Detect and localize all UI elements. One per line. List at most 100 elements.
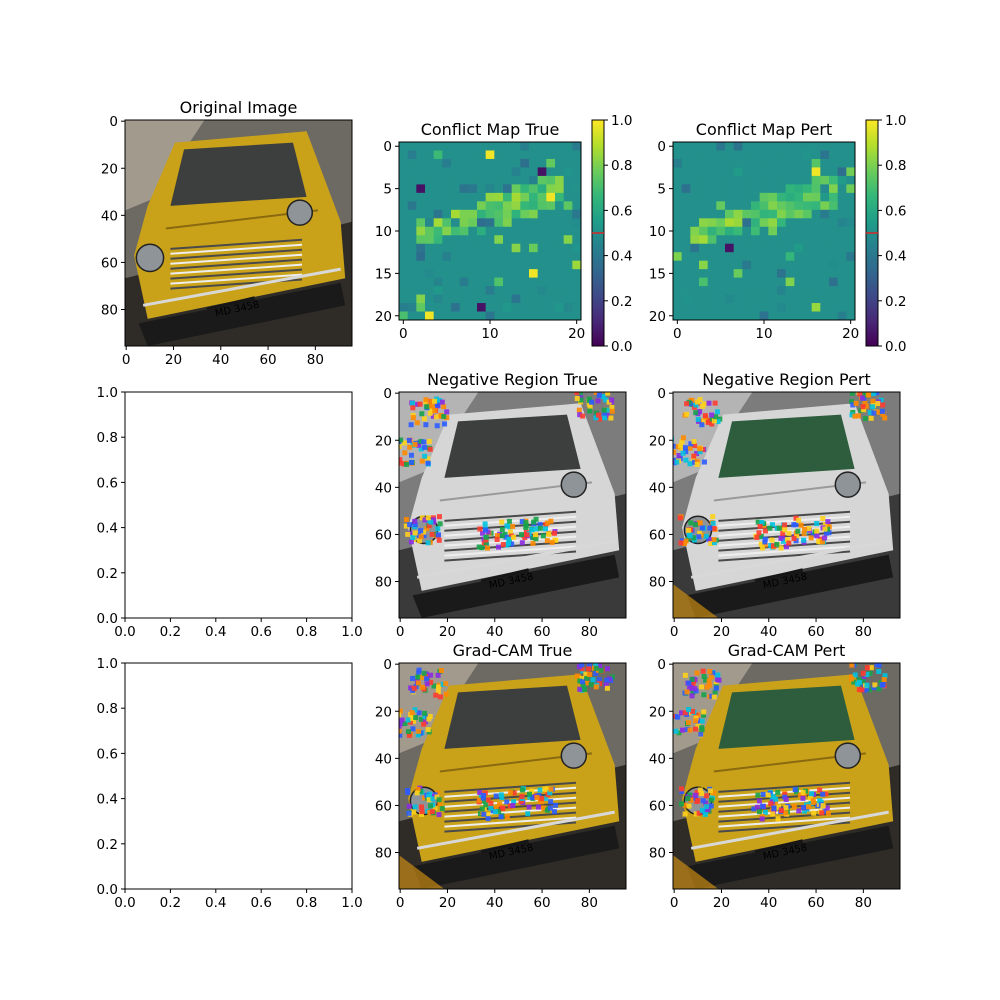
y-tick-label: 80 [101, 303, 118, 319]
car-windshield [718, 685, 855, 749]
y-tick-label: 20 [649, 704, 666, 720]
car-underside [686, 554, 894, 618]
x-tick-label: 20 [713, 624, 730, 640]
car-underside [686, 825, 894, 889]
x-tick-label: 80 [581, 895, 598, 911]
y-tick-label: 15 [649, 266, 666, 282]
saliency-overlay [399, 663, 615, 889]
heatmap-cells [673, 142, 856, 321]
colorbar-tick-label: 0.4 [885, 249, 906, 265]
car-grille [170, 238, 303, 290]
x-tick-label: 40 [212, 352, 229, 368]
y-tick-label: 20 [101, 161, 118, 177]
image: MD 3458 [125, 120, 352, 346]
saliency-overlay [673, 663, 888, 889]
y-tick-label: 0.8 [97, 430, 118, 446]
x-tick-label: 20 [713, 895, 730, 911]
panel-title: Negative Region True [427, 370, 598, 389]
y-tick-label: 0 [383, 139, 392, 155]
y-tick-label: 60 [649, 527, 666, 543]
y-tick-label: 60 [375, 798, 392, 814]
x-tick-label: 0 [673, 326, 682, 342]
y-tick-label: 0.2 [97, 837, 118, 853]
car-underside [138, 282, 346, 346]
y-tick-label: 0 [383, 657, 392, 673]
x-tick-label: 60 [259, 352, 276, 368]
bumper [142, 267, 341, 307]
x-tick-label: 0.6 [250, 624, 271, 640]
y-tick-label: 0.8 [97, 701, 118, 717]
headlight-right [834, 742, 862, 769]
x-tick-label: 0 [670, 624, 679, 640]
panel-original-image: MD 3458 0 20 40 60 80 0 20 40 60 80 Original Image [101, 98, 353, 368]
x-tick-label: 60 [807, 895, 824, 911]
y-tick-label: 10 [375, 224, 392, 240]
x-tick-label: 60 [533, 624, 550, 640]
y-tick-label: 0.6 [97, 746, 118, 762]
bumper [690, 539, 889, 579]
x-tick-label: 40 [486, 624, 503, 640]
colorbar-tick-label: 0.2 [611, 294, 632, 310]
y-tick-label: 0 [109, 114, 118, 130]
y-tick-label: 60 [375, 527, 392, 543]
colorbar-tick-label: 0.4 [611, 249, 632, 265]
axes-frame [672, 391, 901, 619]
y-tick-label: 40 [649, 751, 666, 767]
y-tick-label: 5 [657, 182, 666, 198]
image: MD 3458 [399, 392, 626, 618]
headlight-right [286, 199, 314, 226]
panel-conflict-map-pert: 0 10 20 0 5 10 15 20 Conflict Map Pert 0.0 0.2 0.4 0… [649, 113, 907, 355]
colorbar-tick-label: 1.0 [885, 113, 906, 129]
y-tick-label: 80 [375, 846, 392, 862]
x-tick-label: 20 [568, 326, 585, 342]
colorbar-tick-label: 0.2 [885, 294, 906, 310]
panel-grad-cam-true: MD 3458 0 20 40 60 80 0 20 40 60 80 Grad-CAM True [375, 641, 627, 911]
image: MD 3458 [673, 663, 900, 889]
y-tick-label: 0.0 [97, 882, 118, 898]
x-tick-label: 80 [855, 895, 872, 911]
panel-negative-region-true: MD 3458 0 20 40 60 80 0 20 40 60 80 Negative Region… [375, 370, 627, 640]
y-tick-label: 0.4 [97, 521, 118, 537]
heatmap-cells [399, 142, 582, 321]
x-tick-label: 20 [439, 624, 456, 640]
y-tick-label: 80 [375, 575, 392, 591]
y-tick-label: 60 [101, 255, 118, 271]
x-tick-label: 80 [855, 624, 872, 640]
y-tick-label: 80 [649, 846, 666, 862]
empty-axes [125, 663, 352, 889]
colorbar-tick-label: 0.8 [611, 158, 632, 174]
bumper [416, 810, 615, 850]
y-tick-label: 0 [657, 657, 666, 673]
x-tick-label: 0.4 [205, 895, 226, 911]
x-tick-label: 60 [533, 895, 550, 911]
axes-frame [124, 662, 353, 890]
x-tick-label: 0.6 [250, 895, 271, 911]
x-tick-label: 0 [399, 326, 408, 342]
axes-frame [398, 662, 627, 890]
car-windshield [444, 414, 581, 478]
y-tick-label: 0.4 [97, 792, 118, 808]
x-tick-label: 1.0 [341, 624, 362, 640]
y-tick-label: 10 [649, 224, 666, 240]
x-tick-label: 20 [165, 352, 182, 368]
x-tick-label: 20 [842, 326, 859, 342]
y-tick-label: 15 [375, 266, 392, 282]
x-tick-label: 1.0 [341, 895, 362, 911]
saliency-overlay [399, 392, 615, 551]
colorbar-tick-label: 0.6 [885, 203, 906, 219]
panel-title: Original Image [180, 98, 298, 117]
y-tick-label: 60 [649, 798, 666, 814]
x-tick-label: 10 [755, 326, 772, 342]
panel-conflict-map-true: 0 10 20 0 5 10 15 20 Conflict Map True 0.0 0.2 0.4 0… [375, 113, 633, 355]
panel-empty-p7: 0.0 0.2 0.4 0.6 0.8 1.0 0.0 0.2 0.4 0.6 0.8 1.0 [97, 656, 363, 911]
y-tick-label: 0.0 [97, 611, 118, 627]
x-tick-label: 0.2 [160, 895, 181, 911]
y-tick-label: 20 [649, 309, 666, 325]
saliency-overlay [673, 392, 888, 618]
x-tick-label: 40 [760, 624, 777, 640]
y-tick-label: 0 [383, 386, 392, 402]
panel-negative-region-pert: MD 3458 0 20 40 60 80 0 20 40 60 80 Negative Region… [649, 370, 901, 640]
colorbar-tick-label: 0.0 [611, 339, 632, 355]
y-tick-label: 1.0 [97, 656, 118, 672]
